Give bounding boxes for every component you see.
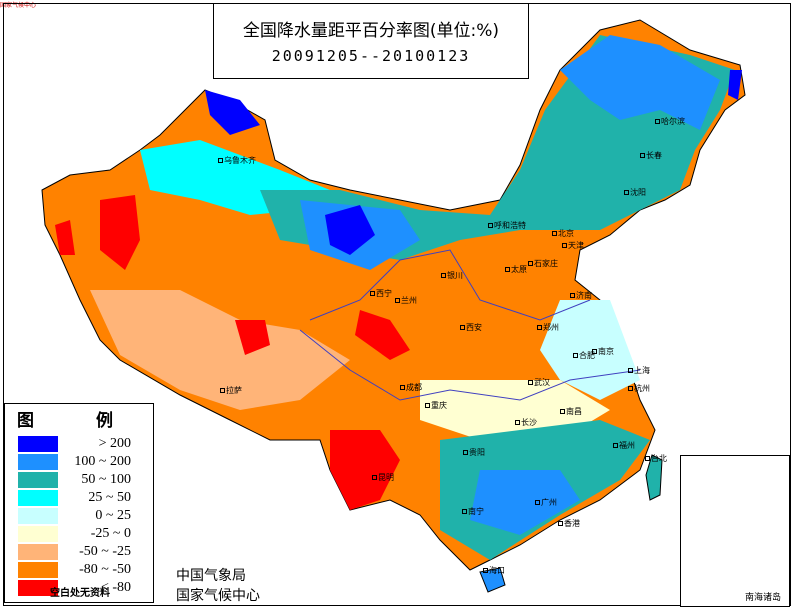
legend-item: < -80 xyxy=(14,580,149,597)
anomaly-region-northeast-blue xyxy=(300,35,720,270)
legend-label: -25 ~ 0 xyxy=(90,526,131,541)
no-data-note: 空白处无资料 xyxy=(50,588,110,599)
city-beijing: 北京 xyxy=(552,228,574,239)
legend-swatch xyxy=(18,526,58,542)
city-nanjing: 南京 xyxy=(592,346,614,357)
city-taiyuan: 太原 xyxy=(505,264,527,275)
legend-swatch xyxy=(18,472,58,488)
legend-item: -25 ~ 0 xyxy=(14,526,149,543)
city-harbin: 哈尔滨 xyxy=(655,116,685,127)
city-xian: 西安 xyxy=(460,322,482,333)
anomaly-region-south-blue xyxy=(470,470,580,535)
legend-label: -50 ~ -25 xyxy=(79,544,131,559)
legend-label: < -80 xyxy=(100,580,131,595)
map-period: 20091205--20100123 xyxy=(271,47,471,65)
city-zhengzhou: 郑州 xyxy=(537,322,559,333)
city-jinan: 济南 xyxy=(570,290,592,301)
city-yinchuan: 银川 xyxy=(441,270,463,281)
legend-swatch xyxy=(18,508,58,524)
legend-label: 50 ~ 100 xyxy=(81,472,131,487)
city-chongqing: 重庆 xyxy=(425,400,447,411)
city-tianjin: 天津 xyxy=(562,240,584,251)
city-shanghai: 上海 xyxy=(628,365,650,376)
city-changsha: 长沙 xyxy=(515,417,537,428)
yellow-river xyxy=(309,249,591,321)
legend-item: -80 ~ -50 xyxy=(14,562,149,579)
city-taipei: 台北 xyxy=(645,453,667,464)
legend-label: 0 ~ 25 xyxy=(95,508,131,523)
legend-item: > 200 xyxy=(14,436,149,453)
inset-label: 南海诸岛 xyxy=(745,593,782,603)
city-shijiazhuang: 石家庄 xyxy=(528,258,558,269)
legend-label: 25 ~ 50 xyxy=(88,490,131,505)
city-urumqi: 乌鲁木齐 xyxy=(218,155,256,166)
map-title: 全国降水量距平百分率图(单位:%) xyxy=(242,21,500,41)
legend-label: -80 ~ -50 xyxy=(79,562,131,577)
city-hefei: 合肥 xyxy=(573,350,595,361)
legend-swatch xyxy=(18,490,58,506)
legend-item: 25 ~ 50 xyxy=(14,490,149,507)
legend-item: -50 ~ -25 xyxy=(14,544,149,561)
city-changchun: 长春 xyxy=(640,150,662,161)
agency-line-1: 中国气象局 xyxy=(176,568,246,584)
legend-item: 100 ~ 200 xyxy=(14,454,149,471)
city-lanzhou: 兰州 xyxy=(395,295,417,306)
anomaly-region-light-orange xyxy=(90,290,350,410)
city-xining: 西宁 xyxy=(370,288,392,299)
legend-swatch xyxy=(18,580,58,596)
city-guangzhou: 广州 xyxy=(535,497,557,508)
city-kunming: 昆明 xyxy=(372,472,394,483)
legend-swatch xyxy=(18,562,58,578)
header-stamp: 国家气候中心 xyxy=(0,2,37,9)
city-hohhot: 呼和浩特 xyxy=(488,220,526,231)
city-shenyang: 沈阳 xyxy=(624,187,646,198)
city-hangzhou: 杭州 xyxy=(628,383,650,394)
agency-credit: 中国气象局 国家气候中心 xyxy=(176,566,260,606)
legend-swatch xyxy=(18,436,58,452)
yangtze-river xyxy=(299,329,641,401)
city-lhasa: 拉萨 xyxy=(220,385,242,396)
title-box: 全国降水量距平百分率图(单位:%) 20091205--20100123 xyxy=(213,3,529,79)
legend-item: 0 ~ 25 xyxy=(14,508,149,525)
legend-swatch xyxy=(18,454,58,470)
city-nanchang: 南昌 xyxy=(560,406,582,417)
south-china-sea-inset xyxy=(680,455,790,607)
legend: 图 例 > 200 100 ~ 200 50 ~ 100 25 ~ 50 0 ~… xyxy=(4,403,154,603)
city-chengdu: 成都 xyxy=(400,382,422,393)
city-hongkong: 香港 xyxy=(558,518,580,529)
city-wuhan: 武汉 xyxy=(528,377,550,388)
legend-item: 50 ~ 100 xyxy=(14,472,149,489)
city-haikou: 海口 xyxy=(483,565,505,576)
legend-swatch xyxy=(18,544,58,560)
legend-title: 图 例 xyxy=(17,411,141,431)
legend-label: > 200 xyxy=(98,436,131,451)
legend-label: 100 ~ 200 xyxy=(74,454,131,469)
agency-line-2: 国家气候中心 xyxy=(176,588,260,604)
city-guiyang: 贵阳 xyxy=(463,447,485,458)
city-fuzhou: 福州 xyxy=(613,440,635,451)
city-nanning: 南宁 xyxy=(462,506,484,517)
